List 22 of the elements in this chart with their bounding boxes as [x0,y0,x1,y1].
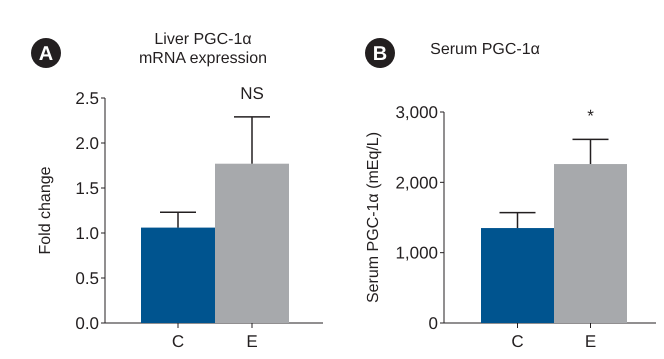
y-tick-label: 2.5 [75,89,99,108]
y-tick-label: 1.0 [75,224,99,243]
y-axis-title: Fold change [37,166,54,255]
y-axis-title: Serum PGC-1α (mEq/L) [365,132,382,304]
x-tick-label: E [584,332,596,351]
x-tick-label: E [246,332,258,351]
text: A [38,43,54,65]
y-tick-label: 1.5 [75,179,99,198]
chart-title: Serum PGC-1α [430,41,540,58]
y-tick-label: 2,000 [395,173,438,192]
y-tick-label: 2.0 [75,134,99,153]
y-tick-label: 0.0 [75,314,99,333]
chart-title: Liver PGC-1α mRNA expression [138,31,268,67]
x-tick-label: C [511,332,524,351]
y-tick-label: 0.5 [75,269,99,288]
y-tick-label: 1,000 [395,244,438,263]
y-tick-label: 3,000 [395,103,438,122]
y-tick-label: 0 [428,314,438,333]
annotation: * [587,106,594,126]
x-tick-label: C [172,332,184,351]
text: B [372,43,388,65]
annotation: NS [240,84,264,103]
